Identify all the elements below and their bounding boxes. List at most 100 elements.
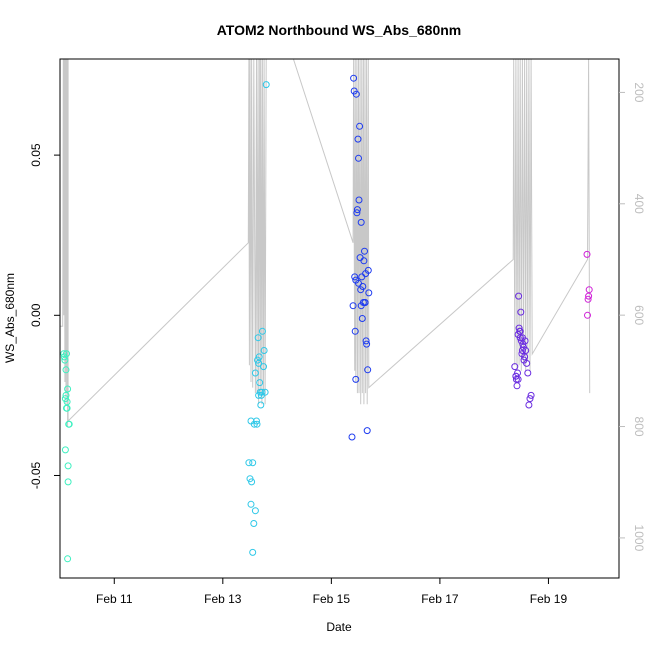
right-tick-label: 1000 [632, 525, 646, 552]
x-tick-label: Feb 19 [530, 592, 568, 606]
data-point-series-2 [257, 401, 265, 409]
data-point-series-4 [522, 347, 530, 354]
data-point-series-2 [254, 356, 261, 364]
data-point-series-4 [515, 292, 523, 300]
data-point-series-3 [361, 247, 368, 255]
data-point-series-2 [255, 359, 263, 367]
x-tick-label: Feb 11 [96, 592, 133, 606]
data-point-series-5 [584, 311, 591, 319]
right-tick-label: 200 [632, 82, 646, 102]
data-point-series-3 [357, 218, 365, 226]
data-point-series-1 [62, 366, 70, 374]
data-point-series-3 [353, 209, 361, 217]
data-point-series-4 [525, 401, 533, 409]
x-axis: Feb 11 Feb 13 Feb 15 Feb 17 Feb 19 [96, 578, 567, 606]
data-point-series-2 [249, 548, 257, 556]
data-point-series-2 [250, 520, 258, 527]
overlay-line-layer [60, 59, 591, 427]
data-point-series-2 [254, 334, 262, 342]
data-point-series-4 [521, 337, 529, 345]
data-point-series-3 [349, 302, 357, 310]
data-point-series-4 [521, 353, 529, 361]
data-point-series-1 [61, 356, 69, 364]
data-point-series-2 [261, 388, 269, 396]
data-point-series-3 [363, 340, 371, 348]
data-point-series-2 [247, 500, 255, 508]
data-points-layer [60, 74, 593, 563]
data-point-series-2 [249, 459, 257, 467]
data-point-series-3 [352, 90, 360, 98]
data-point-series-2 [251, 507, 259, 515]
data-point-series-3 [351, 327, 359, 335]
data-point-series-3 [350, 74, 358, 82]
data-point-series-2 [256, 379, 264, 387]
data-point-series-4 [515, 324, 523, 332]
data-point-series-2 [250, 420, 258, 428]
x-tick-label: Feb 13 [204, 592, 242, 606]
plot-frame [59, 58, 620, 579]
data-point-series-3 [354, 135, 362, 143]
x-tick-label: Feb 17 [421, 592, 459, 606]
data-point-series-3 [365, 289, 373, 297]
data-point-series-3 [351, 273, 359, 281]
x-tick-label: Feb 15 [313, 592, 351, 606]
data-point-series-1 [63, 404, 70, 412]
data-point-series-3 [352, 375, 360, 383]
data-point-series-3 [361, 299, 369, 306]
data-point-series-1 [61, 446, 69, 454]
data-point-series-4 [517, 308, 525, 316]
data-point-series-4 [513, 382, 521, 390]
data-point-series-4 [527, 391, 535, 399]
y-axis: -0.05 0.00 0.05 [29, 143, 60, 489]
data-point-series-3 [353, 206, 361, 214]
right-tick-label: 600 [632, 305, 646, 325]
data-point-series-5 [583, 250, 591, 258]
y-tick-label: 0.00 [29, 303, 43, 327]
overlay-series-line [60, 59, 591, 427]
data-point-series-4 [516, 334, 524, 342]
data-point-series-3 [348, 433, 356, 441]
data-point-series-4 [518, 347, 526, 354]
data-point-series-1 [64, 555, 72, 563]
data-point-series-1 [63, 350, 70, 358]
data-point-series-4 [526, 395, 534, 403]
data-point-series-1 [64, 478, 72, 486]
right-tick-label: 400 [632, 194, 646, 214]
data-point-series-3 [356, 122, 364, 130]
data-point-series-2 [262, 81, 270, 89]
data-point-series-4 [511, 363, 519, 371]
data-point-series-2 [251, 369, 259, 377]
data-point-series-2 [260, 347, 268, 354]
data-point-series-4 [523, 359, 531, 367]
data-point-series-2 [258, 327, 266, 335]
data-point-series-2 [245, 459, 253, 467]
data-point-series-3 [360, 257, 368, 265]
data-point-series-3 [362, 337, 370, 345]
x-axis-label: Date [326, 620, 352, 634]
y-axis-label: WS_Abs_680nm [3, 273, 17, 363]
data-point-series-3 [355, 154, 362, 162]
data-point-series-3 [363, 427, 371, 435]
data-point-series-2 [253, 420, 261, 428]
data-point-series-1 [60, 350, 68, 358]
y-tick-label: 0.05 [29, 143, 43, 167]
data-point-series-3 [358, 315, 366, 322]
chart-title: ATOM2 Northbound WS_Abs_680nm [217, 22, 462, 38]
data-point-series-3 [364, 266, 372, 274]
data-point-series-3 [364, 366, 372, 374]
data-point-series-1 [62, 391, 70, 399]
data-point-series-5 [585, 286, 593, 294]
data-point-series-2 [248, 478, 256, 486]
right-tick-label: 800 [632, 417, 646, 437]
data-point-series-4 [524, 369, 532, 377]
data-point-series-1 [64, 385, 72, 393]
data-point-series-2 [256, 388, 264, 396]
right-axis: 200 400 600 800 1000 [619, 82, 646, 552]
data-point-series-5 [584, 295, 592, 303]
data-point-series-3 [355, 279, 362, 287]
data-point-series-1 [65, 420, 73, 428]
data-point-series-4 [512, 372, 520, 380]
data-point-series-3 [355, 196, 363, 204]
data-point-series-2 [260, 363, 267, 371]
